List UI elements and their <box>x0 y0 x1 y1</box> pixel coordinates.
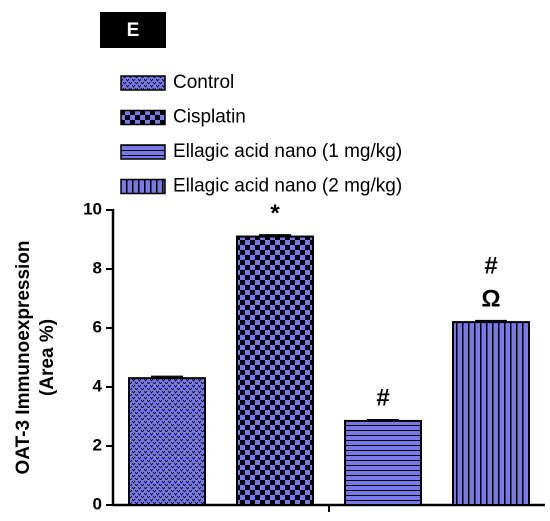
annotation: # <box>484 252 497 279</box>
bar <box>236 235 314 507</box>
annotation: # <box>376 384 389 411</box>
y-tick-label: 0 <box>93 494 102 513</box>
y-axis-label: OAT-3 Immunoexpression <box>13 240 34 474</box>
legend-label: Ellagic acid nano (1 mg/kg) <box>173 141 402 162</box>
annotation: Ω <box>481 285 500 312</box>
legend-label: Cisplatin <box>173 107 246 128</box>
y-tick-label: 4 <box>93 376 103 395</box>
panel-label: E <box>127 20 140 41</box>
annotation: * <box>270 200 280 227</box>
legend-swatch <box>120 75 166 91</box>
legend-swatch <box>120 109 166 126</box>
legend-swatch <box>120 144 166 160</box>
legend-swatch <box>120 178 166 195</box>
y-tick-label: 6 <box>93 317 102 336</box>
legend-label: Ellagic acid nano (2 mg/kg) <box>173 176 402 197</box>
legend-label: Control <box>173 72 234 93</box>
bar <box>128 377 206 506</box>
panel-box <box>100 12 166 48</box>
y-tick-label: 2 <box>93 435 102 454</box>
y-axis-label: (Area %) <box>37 319 58 396</box>
y-tick-label: 8 <box>93 258 102 277</box>
bar <box>452 321 530 506</box>
y-tick-label: 10 <box>83 199 102 218</box>
bar <box>344 419 422 506</box>
